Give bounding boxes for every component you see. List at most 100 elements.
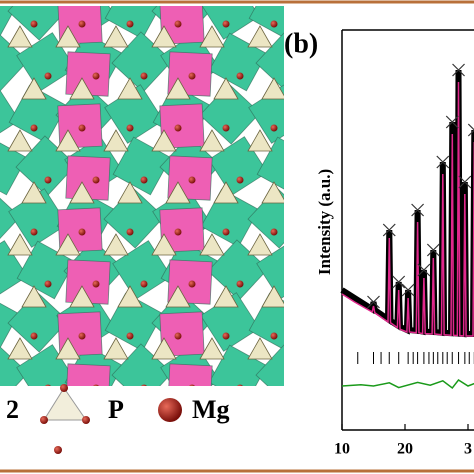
atom <box>44 72 52 80</box>
tetrahedron <box>261 181 284 204</box>
atom-icon <box>82 416 90 424</box>
tetrahedron <box>199 337 225 360</box>
octahedron <box>111 343 173 386</box>
pink-polyhedron <box>159 6 205 45</box>
atom <box>78 20 86 28</box>
tetrahedron <box>117 285 143 308</box>
observed-marker <box>367 295 380 309</box>
tetrahedron <box>151 233 177 256</box>
tetrahedron <box>261 285 284 308</box>
calculated-line <box>341 81 474 337</box>
octahedron <box>0 197 21 240</box>
atom <box>188 72 196 80</box>
tetrahedron <box>165 77 191 100</box>
difference-line <box>341 379 474 390</box>
atom <box>270 228 278 236</box>
observed-marker <box>458 175 472 189</box>
mg-icon <box>158 398 182 422</box>
tetrahedron <box>117 181 143 204</box>
tetrahedron <box>199 129 225 152</box>
legend-label: P <box>108 395 124 424</box>
observed-marker <box>417 263 431 277</box>
tetrahedron <box>103 129 129 152</box>
atom <box>45 384 51 386</box>
atom <box>78 332 86 340</box>
pink-polyhedron <box>168 363 213 386</box>
atom <box>141 384 147 386</box>
crystal-structure <box>0 6 284 386</box>
tetrahedron <box>151 129 177 152</box>
atom <box>174 124 182 132</box>
tetrahedron-icon <box>43 387 87 421</box>
observed-marker <box>401 283 415 297</box>
atom <box>236 72 244 80</box>
atom <box>30 20 38 28</box>
atom <box>140 72 148 80</box>
tetrahedron <box>103 25 129 48</box>
tetrahedron <box>55 233 81 256</box>
tetrahedron <box>247 129 273 152</box>
atom <box>126 228 134 236</box>
observed-marker <box>436 155 450 169</box>
atom <box>270 20 278 28</box>
tetrahedron <box>213 285 239 308</box>
tetrahedron <box>55 25 81 48</box>
tetrahedron <box>151 25 177 48</box>
tetrahedron <box>69 77 95 100</box>
observed-marker <box>411 203 425 217</box>
octahedron <box>255 32 284 90</box>
observed-marker <box>392 275 406 289</box>
atom <box>78 228 86 236</box>
tetrahedron <box>247 337 273 360</box>
octahedron <box>255 344 284 386</box>
atom <box>270 124 278 132</box>
atom <box>78 124 86 132</box>
x-tick-label: 3 <box>464 441 472 458</box>
tetrahedron <box>21 77 47 100</box>
atom <box>222 228 230 236</box>
observed-marker <box>452 63 465 77</box>
tetrahedron <box>117 77 143 100</box>
structure-legend: 2 P Mg <box>6 384 230 454</box>
atom-icon <box>54 446 62 454</box>
atom <box>188 280 196 288</box>
atom <box>92 72 100 80</box>
plot-area <box>340 63 474 390</box>
atom <box>126 332 134 340</box>
atom <box>44 280 52 288</box>
tetrahedron <box>103 233 129 256</box>
y-axis-label: Intensity (a.u.) <box>315 169 334 275</box>
octahedron <box>0 34 29 92</box>
atom <box>222 124 230 132</box>
tetrahedron <box>213 77 239 100</box>
octahedron <box>256 136 284 190</box>
octahedron <box>201 6 260 40</box>
atom <box>30 228 38 236</box>
atom <box>30 332 38 340</box>
octahedron <box>16 344 76 386</box>
atom <box>30 124 38 132</box>
xrd-plot: 10 20 3 <box>334 29 474 458</box>
atom-icon <box>60 384 68 392</box>
tetrahedron <box>21 181 47 204</box>
observed-marker <box>426 243 440 257</box>
atom <box>126 20 134 28</box>
panel-label: (b) <box>284 28 318 59</box>
tetrahedron <box>213 181 239 204</box>
tetrahedron <box>55 129 81 152</box>
atom <box>140 176 148 184</box>
x-tick-label: 20 <box>397 441 413 458</box>
atom <box>92 176 100 184</box>
pink-polyhedron <box>159 103 205 149</box>
octahedron <box>256 245 284 300</box>
atom <box>189 384 195 386</box>
atom <box>270 332 278 340</box>
atom <box>140 280 148 288</box>
atom <box>92 280 100 288</box>
tetrahedron <box>151 337 177 360</box>
atom <box>222 20 230 28</box>
pink-polyhedron <box>159 207 205 253</box>
tetrahedron <box>55 337 81 360</box>
atom <box>236 280 244 288</box>
